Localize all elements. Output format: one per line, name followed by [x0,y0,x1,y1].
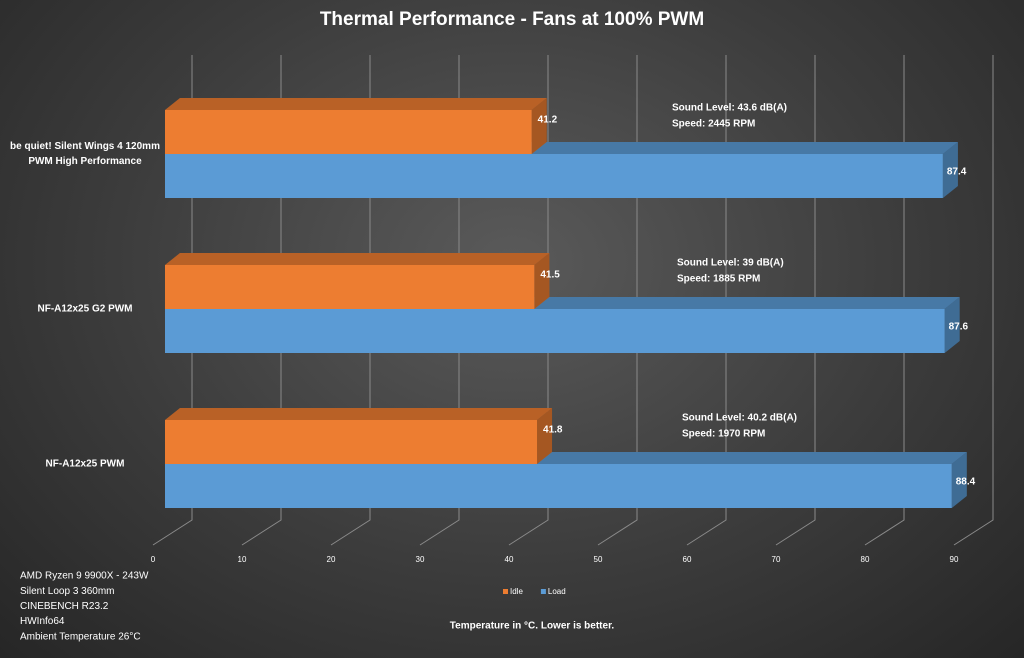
bar [165,154,943,198]
legend-label: Load [548,587,566,596]
legend-swatch [540,589,546,594]
note: Silent Loop 3 360mm [20,586,115,597]
x-tick-label: 0 [151,555,156,564]
bar-side [537,408,553,464]
note: CINEBENCH R23.2 [20,601,109,612]
x-tick-label: 50 [594,555,603,564]
y-tick-label: be quiet! Silent Wings 4 120mm PWM High … [10,141,160,167]
data-label: 41.8 [543,425,563,436]
legend-swatch [503,589,508,594]
data-label: 88.4 [956,477,976,488]
note: HWInfo64 [20,616,65,627]
bar-side [531,98,547,154]
bar-side-shade [942,142,958,198]
bar [165,110,532,154]
grid-line [419,55,460,546]
grid-line [330,55,371,546]
bar-top-shade [165,408,553,420]
bar-side-shade [951,452,967,508]
bar-top-shade [165,98,547,110]
x-tick-label: 30 [416,555,425,564]
annotation: Sound Level: 43.6 dB(A) [672,103,787,114]
grid-line [864,55,905,546]
note: AMD Ryzen 9 9900X - 243W [20,571,149,582]
annotation: Sound Level: 40.2 dB(A) [682,413,797,424]
data-label: 41.2 [538,115,558,126]
bar [165,464,952,508]
bar-side [534,253,550,309]
bar [165,265,535,309]
bar-side-shade [534,253,550,309]
bar-top-shade [165,253,550,265]
grid-line [597,55,638,546]
grid-line [508,55,549,546]
bar-side-shade [537,408,553,464]
bar-side-shade [531,98,547,154]
x-tick-label: 80 [861,555,870,564]
annotation: Speed: 1970 RPM [682,429,765,440]
grid-line [775,55,816,546]
annotation: Speed: 2445 RPM [672,119,755,130]
bar-side [951,452,967,508]
bar-side-shade [944,297,960,353]
grid-line [241,55,282,546]
annotation: Speed: 1885 RPM [677,274,760,285]
bar [165,309,945,353]
data-label: 87.6 [949,322,969,333]
legend-label: Idle [510,587,523,596]
annotation: Sound Level: 39 dB(A) [677,258,784,269]
note: Ambient Temperature 26°C [20,631,141,642]
x-tick-label: 90 [950,555,959,564]
bar-side [942,142,958,198]
chart-title: Thermal Performance - Fans at 100% PWM [320,9,704,30]
bar-side [944,297,960,353]
x-tick-label: 20 [327,555,336,564]
bar-top [165,98,547,110]
y-tick-label: NF-A12x25 PWM [45,458,125,470]
y-tick-label: NF-A12x25 G2 PWM [37,303,133,315]
grid-line [953,55,994,546]
x-tick-label: 60 [683,555,692,564]
x-tick-label: 40 [505,555,514,564]
bar-top [165,253,550,265]
grid-line [686,55,727,546]
data-label: 87.4 [947,167,967,178]
bar [165,420,538,464]
x-tick-label: 70 [772,555,781,564]
x-axis-label: Temperature in °C. Lower is better. [450,621,615,632]
grid-line [152,55,193,546]
bar-top [165,408,553,420]
data-label: 41.5 [540,270,560,281]
x-tick-label: 10 [238,555,247,564]
